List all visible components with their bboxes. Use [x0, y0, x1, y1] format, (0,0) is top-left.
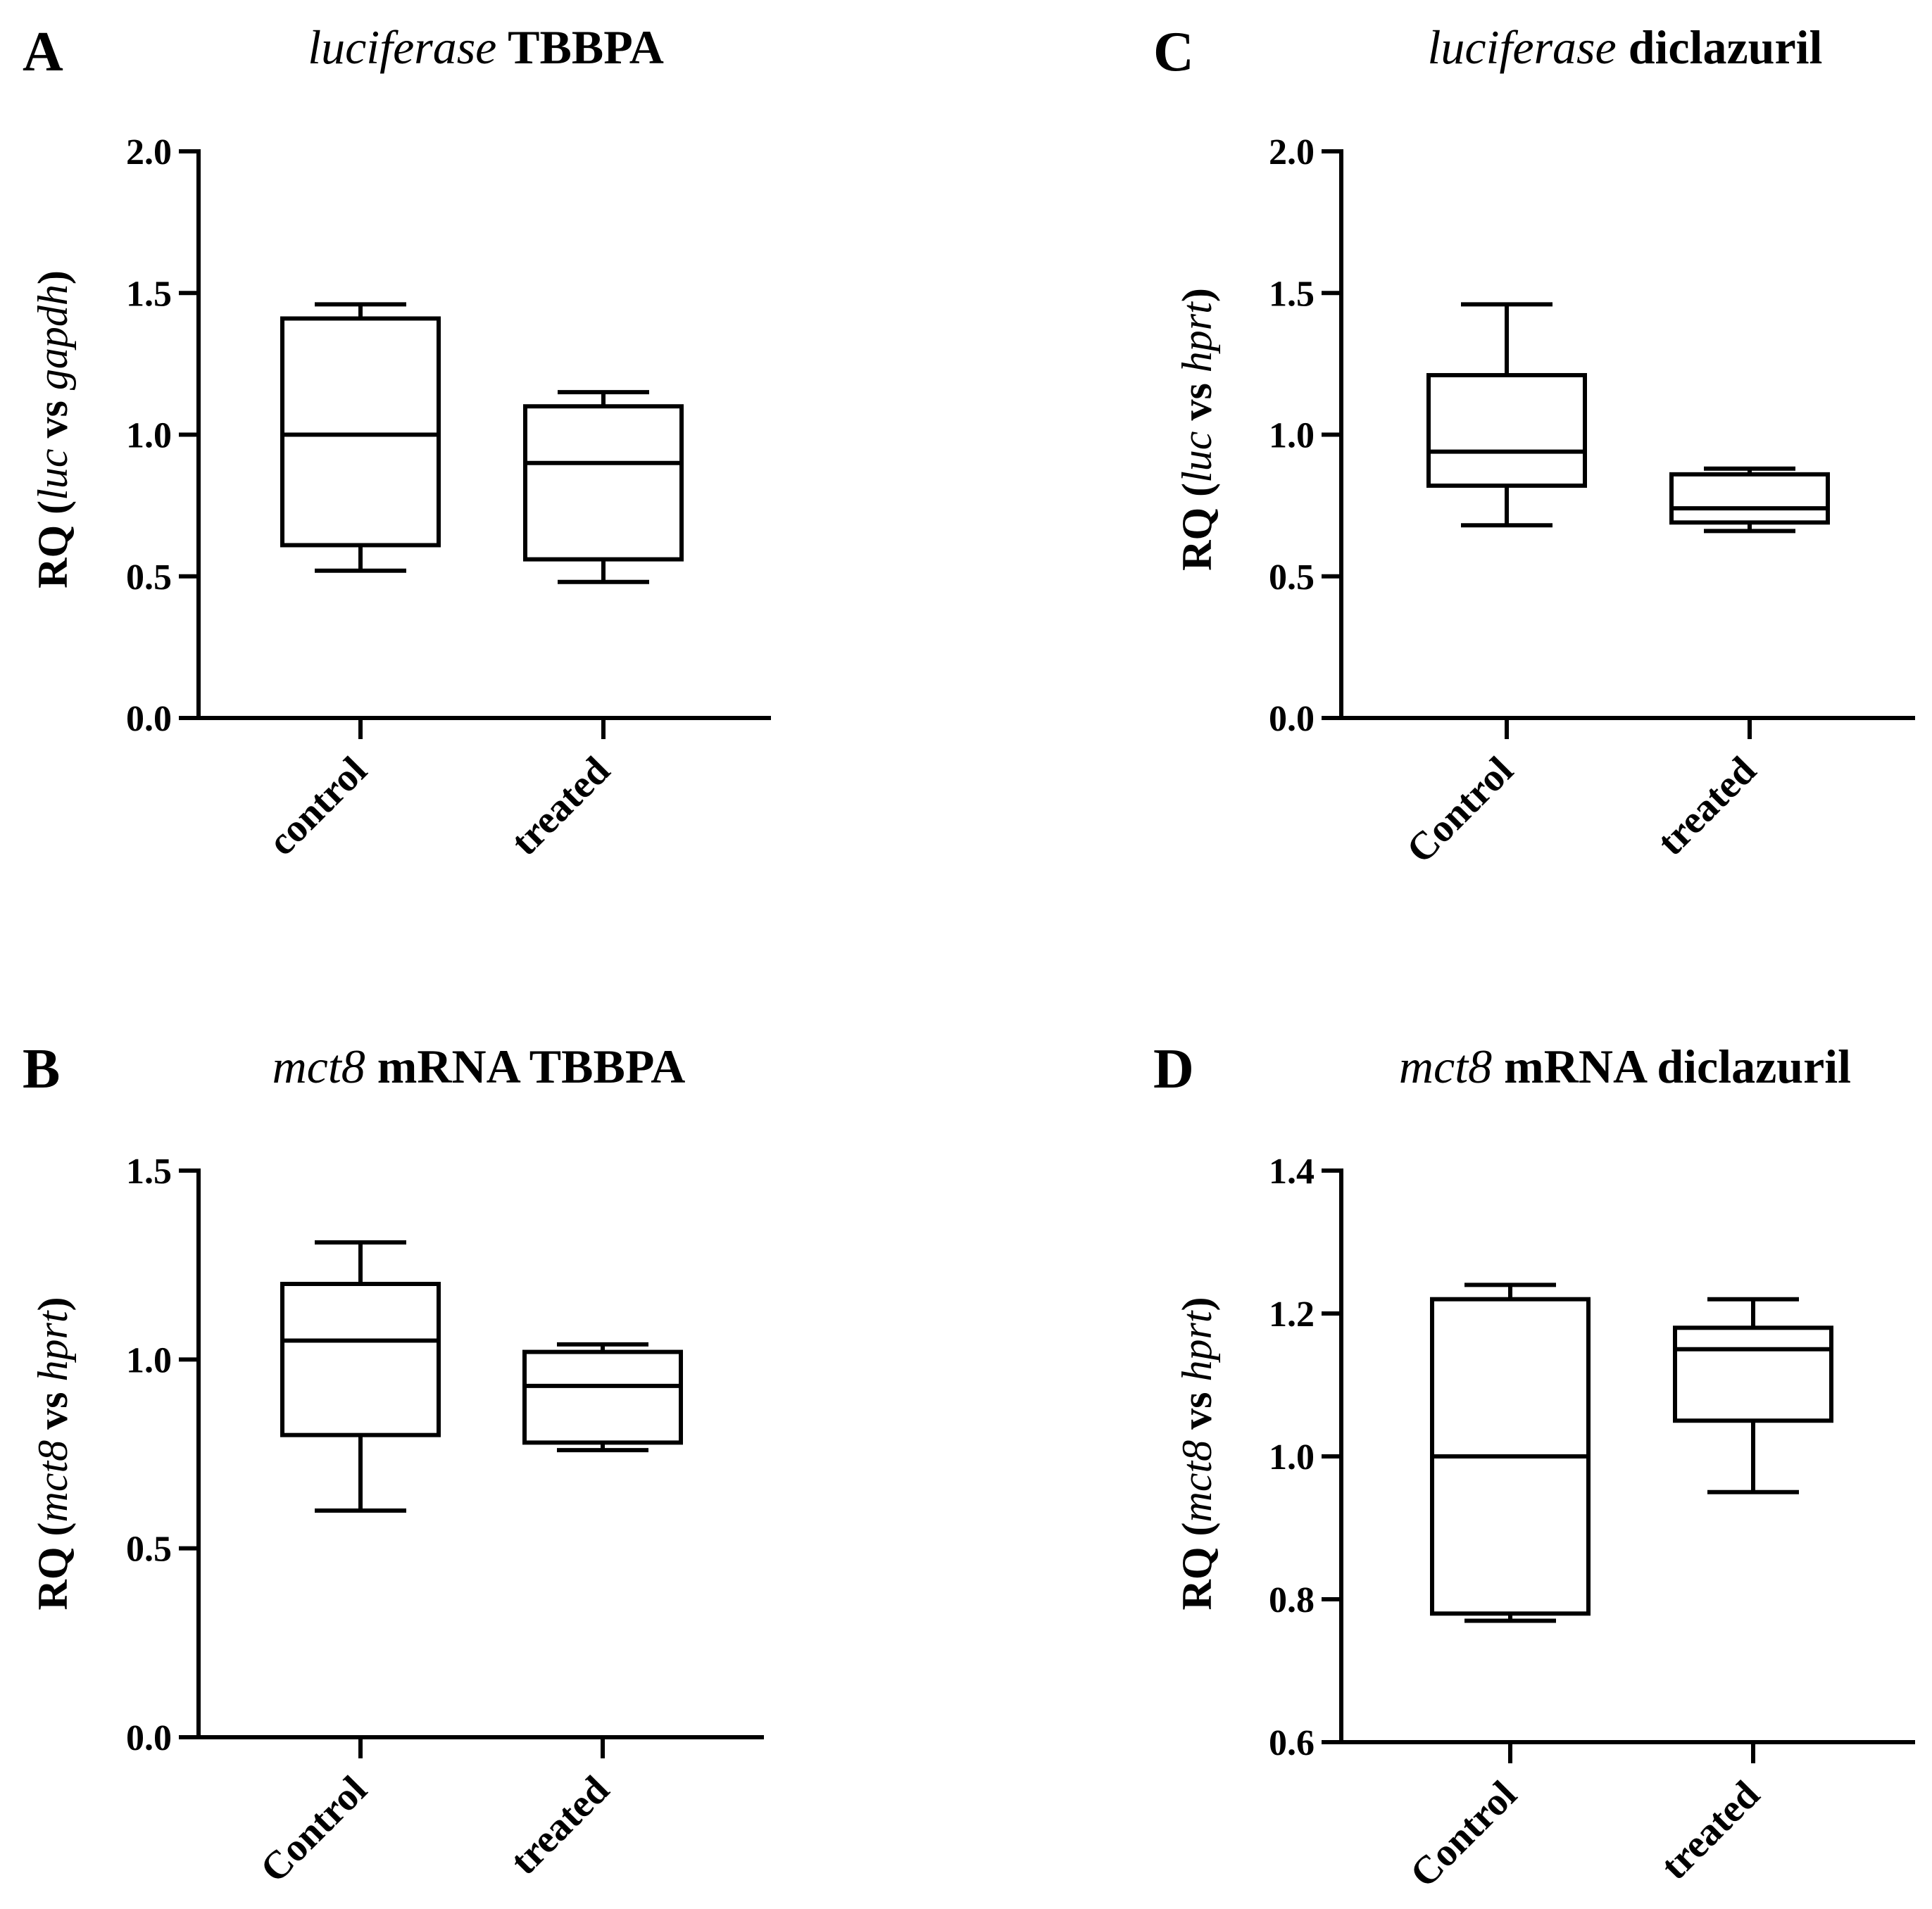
- y-tick-label: 1.5: [126, 274, 172, 314]
- y-axis-label-part: vs: [30, 1382, 76, 1440]
- y-axis-label-part: hprt: [1174, 301, 1220, 372]
- x-category-label: Control: [252, 1768, 375, 1891]
- y-axis-label-part: RQ (: [30, 1523, 76, 1611]
- box-iqr: [280, 316, 441, 548]
- y-tick-label: 0.5: [126, 1530, 172, 1570]
- box-iqr: [1669, 472, 1830, 525]
- y-axis-label-part: ): [30, 270, 76, 284]
- y-tick-label: 0.8: [1269, 1580, 1315, 1620]
- chart-title-italic: luciferase: [308, 20, 496, 74]
- box-treated: [523, 390, 684, 584]
- y-tick-label: 2.0: [1269, 132, 1315, 172]
- box-iqr: [522, 1349, 683, 1445]
- chart-title-rest: mRNA TBBPA: [365, 1040, 686, 1093]
- y-axis-label-part: ): [1174, 288, 1220, 302]
- chart-title-rest: TBBPA: [496, 20, 663, 74]
- y-tick-label: 2.0: [126, 132, 172, 172]
- chart-title-b: mct8 mRNA TBBPA: [272, 1040, 686, 1093]
- panel-letter-a: A: [23, 21, 63, 83]
- y-axis-label-part: RQ (: [30, 500, 76, 588]
- chart-title-rest: mRNA diclazuril: [1492, 1040, 1851, 1093]
- chart-title-rest: diclazuril: [1617, 20, 1823, 74]
- x-category-label: Control: [1398, 748, 1522, 871]
- y-tick-label: 1.2: [1269, 1294, 1315, 1335]
- y-axis-label-part: RQ (: [1174, 483, 1220, 571]
- y-tick-label: 0.6: [1269, 1723, 1315, 1763]
- y-tick-label: 1.0: [1269, 1437, 1315, 1478]
- y-axis-label-part: vs: [1174, 1382, 1220, 1440]
- x-category-label: Control: [1402, 1772, 1525, 1896]
- y-tick-label: 0.0: [126, 1718, 172, 1758]
- chart-title-a: luciferase TBBPA: [308, 20, 664, 74]
- box-iqr: [1426, 372, 1587, 488]
- x-category-label: treated: [502, 1768, 617, 1883]
- y-axis-label-b: RQ (mct8 vs hprt): [30, 1297, 76, 1611]
- y-tick-label: 0.0: [1269, 699, 1315, 739]
- box-treated: [1669, 466, 1830, 534]
- panel-letter-d: D: [1153, 1038, 1194, 1100]
- chart-title-italic: mct8: [1399, 1040, 1492, 1093]
- y-tick-label: 0.0: [126, 699, 172, 739]
- x-category-label: control: [260, 748, 375, 864]
- box-iqr: [523, 404, 684, 562]
- y-tick-label: 1.0: [126, 1340, 172, 1380]
- box-treated: [1673, 1297, 1833, 1494]
- x-category-label: treated: [1652, 1772, 1768, 1888]
- box-iqr: [1673, 1325, 1833, 1423]
- y-axis-label-part: vs: [30, 390, 76, 448]
- box-iqr: [280, 1282, 441, 1437]
- y-axis-label-part: luc: [1174, 431, 1220, 483]
- y-tick-label: 1.0: [1269, 416, 1315, 456]
- y-axis-label-part: hprt: [1174, 1310, 1220, 1381]
- x-category-label: treated: [503, 748, 618, 864]
- x-category-label: treated: [1649, 748, 1764, 864]
- y-axis-label-part: vs: [1174, 372, 1220, 431]
- y-axis-label-a: RQ (luc vs gapdh): [30, 270, 76, 588]
- y-axis-label-part: ): [30, 1297, 76, 1311]
- y-tick-label: 1.5: [1269, 274, 1315, 314]
- y-tick-label: 1.0: [126, 416, 172, 456]
- box-control: [1426, 302, 1587, 528]
- y-tick-label: 0.5: [1269, 557, 1315, 598]
- chart-title-italic: luciferase: [1428, 20, 1617, 74]
- chart-title-c: luciferase diclazuril: [1428, 20, 1823, 74]
- y-tick-label: 1.4: [1269, 1152, 1315, 1192]
- y-axis-label-d: RQ (mct8 vs hprt): [1174, 1297, 1220, 1611]
- chart-title-italic: mct8: [272, 1040, 365, 1093]
- y-axis-label-part: hprt: [30, 1310, 76, 1381]
- panel-letter-c: C: [1153, 21, 1194, 83]
- y-tick-label: 0.5: [126, 557, 172, 598]
- box-control: [1430, 1283, 1591, 1623]
- box-control: [280, 302, 441, 573]
- y-axis-label-part: mct8: [1174, 1440, 1220, 1523]
- y-axis-label-c: RQ (luc vs hprt): [1174, 288, 1220, 571]
- y-axis-label-part: ): [1174, 1297, 1220, 1311]
- y-tick-label: 1.5: [126, 1152, 172, 1192]
- y-axis-label-part: RQ (: [1174, 1523, 1220, 1611]
- panel-letter-b: B: [23, 1038, 60, 1100]
- box-control: [280, 1240, 441, 1513]
- y-axis-label-part: mct8: [30, 1440, 76, 1523]
- y-axis-label-part: gapdh: [30, 284, 76, 390]
- box-treated: [522, 1342, 683, 1453]
- chart-title-d: mct8 mRNA diclazuril: [1399, 1040, 1851, 1093]
- y-axis-label-part: luc: [30, 449, 76, 500]
